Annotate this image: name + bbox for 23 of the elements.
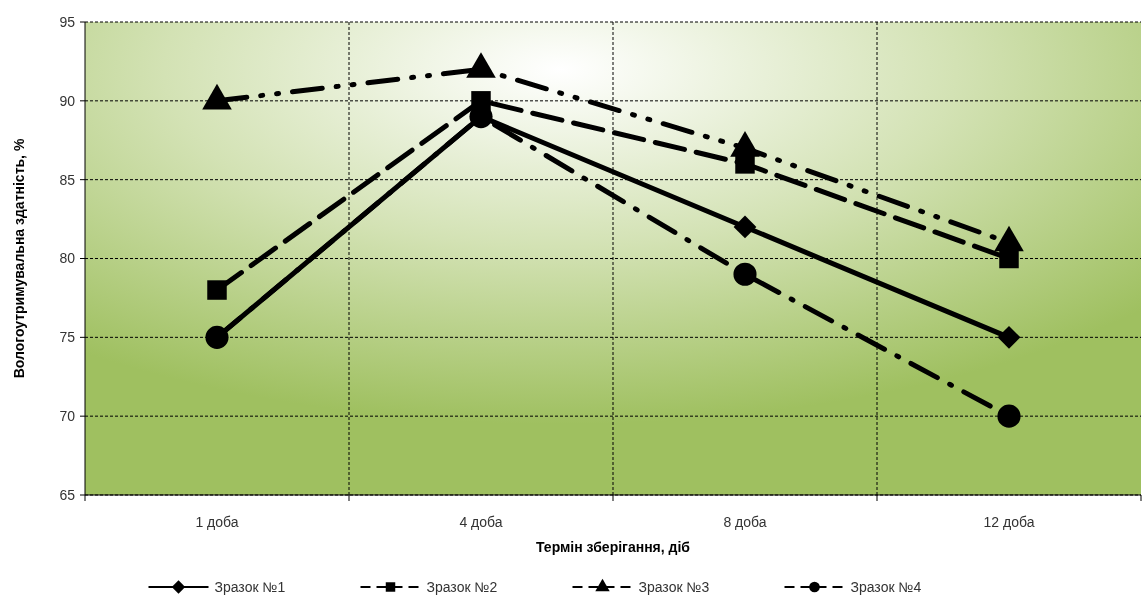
x-tick-label: 1 доба <box>195 514 239 530</box>
y-tick-label: 70 <box>59 408 76 425</box>
x-tick-label: 8 доба <box>723 514 767 530</box>
x-tick-label: 12 доба <box>983 514 1035 530</box>
point <box>733 215 757 239</box>
y-axis-title: Вологоутримувальна здатність, % <box>11 138 27 379</box>
point <box>733 262 757 286</box>
legend-label: Зразок №4 <box>850 578 922 595</box>
y-tick-label: 65 <box>59 486 76 503</box>
y-tick-label: 90 <box>59 92 76 109</box>
point <box>205 325 229 349</box>
legend-label: Зразок №1 <box>214 578 286 595</box>
point <box>997 404 1021 428</box>
point <box>997 325 1021 349</box>
x-axis-title: Термін зберігання, діб <box>536 539 691 555</box>
point <box>207 280 227 300</box>
y-tick-label: 80 <box>59 250 76 267</box>
y-tick-label: 85 <box>59 171 76 188</box>
x-tick-label: 4 доба <box>459 514 503 530</box>
y-tick-label: 95 <box>59 13 76 30</box>
y-tick-label: 75 <box>59 329 76 346</box>
legend-label: Зразок №3 <box>638 578 710 595</box>
legend-label: Зразок №2 <box>426 578 498 595</box>
